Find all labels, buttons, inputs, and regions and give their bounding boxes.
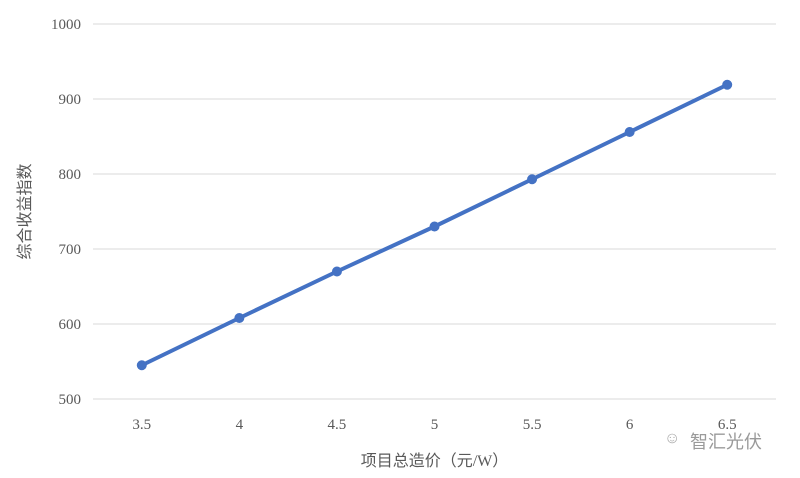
y-tick-label: 800 <box>59 167 82 183</box>
data-point <box>527 174 538 185</box>
watermark: 智汇光伏 <box>690 432 762 453</box>
x-tick-label: 5.5 <box>523 417 542 433</box>
x-tick-label: 6 <box>626 417 634 433</box>
x-axis-label: 项目总造价（元/W） <box>361 452 509 470</box>
data-point <box>722 79 733 90</box>
x-tick-label: 6.5 <box>718 417 737 433</box>
y-tick-label: 1000 <box>51 17 81 33</box>
y-tick-label: 900 <box>59 92 82 108</box>
data-point <box>234 313 245 323</box>
wechat-icon: ☺ <box>664 430 681 447</box>
x-tick-label: 4.5 <box>328 417 347 433</box>
x-tick-label: 4 <box>236 417 244 433</box>
y-tick-label: 600 <box>59 317 82 333</box>
y-tick-label: 500 <box>59 392 82 408</box>
x-tick-label: 3.5 <box>132 417 151 433</box>
y-tick-label: 700 <box>59 242 82 258</box>
y-axis-label: 综合收益指数 <box>16 163 34 259</box>
data-point <box>136 360 147 371</box>
data-point <box>429 221 440 232</box>
data-point <box>624 127 635 137</box>
x-tick-label: 5 <box>431 417 439 433</box>
data-point <box>331 266 342 277</box>
